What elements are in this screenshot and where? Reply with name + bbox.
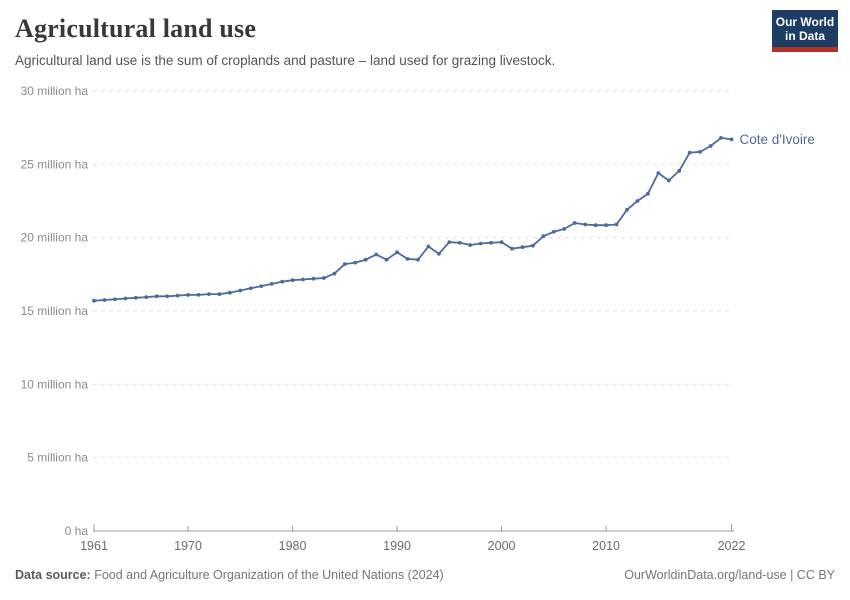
data-point bbox=[593, 223, 598, 228]
owid-logo-line2: in Data bbox=[784, 29, 825, 43]
data-point bbox=[186, 293, 191, 297]
data-point bbox=[384, 257, 389, 262]
data-point bbox=[562, 227, 567, 231]
y-axis-tick-label: 5 million ha bbox=[27, 451, 88, 465]
data-point bbox=[133, 295, 138, 300]
data-point bbox=[541, 234, 546, 239]
data-point bbox=[113, 297, 117, 302]
data-point bbox=[520, 245, 525, 250]
data-point bbox=[437, 251, 441, 256]
data-point bbox=[635, 199, 640, 203]
y-axis-tick-label: 30 million ha bbox=[21, 84, 89, 98]
data-point bbox=[196, 293, 201, 297]
data-point bbox=[698, 150, 702, 154]
data-point bbox=[604, 223, 608, 228]
data-point bbox=[123, 296, 128, 301]
x-axis-tick-label: 1961 bbox=[80, 539, 108, 553]
x-axis-tick-label: 1990 bbox=[383, 539, 411, 553]
data-source-label: Data source: bbox=[15, 568, 91, 582]
data-point bbox=[572, 221, 577, 225]
data-point bbox=[447, 240, 452, 245]
y-axis-tick-label: 0 ha bbox=[65, 524, 89, 538]
data-point bbox=[729, 137, 734, 142]
data-point bbox=[614, 222, 619, 227]
data-point bbox=[468, 243, 473, 247]
data-point bbox=[301, 277, 305, 282]
y-axis-tick-label: 25 million ha bbox=[21, 157, 89, 171]
data-point bbox=[144, 295, 149, 299]
data-point bbox=[374, 252, 379, 257]
owid-logo-red-strip bbox=[772, 47, 838, 52]
y-axis-tick-label: 10 million ha bbox=[21, 377, 89, 391]
data-point bbox=[719, 136, 723, 140]
x-axis-tick-label: 2000 bbox=[488, 539, 516, 553]
owid-logo[interactable]: Our World in Data bbox=[772, 10, 838, 52]
data-point bbox=[625, 207, 629, 212]
data-point bbox=[687, 150, 692, 155]
data-point bbox=[510, 246, 514, 251]
data-point bbox=[238, 288, 243, 293]
data-series-line[interactable] bbox=[93, 137, 733, 302]
chart-subtitle: Agricultural land use is the sum of crop… bbox=[15, 53, 556, 68]
data-point bbox=[353, 260, 358, 265]
data-point bbox=[646, 191, 650, 196]
data-point bbox=[395, 250, 399, 255]
data-point bbox=[677, 169, 682, 173]
data-point bbox=[531, 243, 535, 248]
data-point bbox=[342, 262, 347, 266]
data-point bbox=[656, 171, 661, 176]
data-point bbox=[416, 257, 420, 262]
data-point bbox=[499, 240, 504, 245]
data-point bbox=[207, 292, 211, 296]
data-source-value: Food and Agriculture Organization of the… bbox=[90, 568, 444, 582]
data-point bbox=[489, 240, 493, 245]
data-point bbox=[583, 222, 588, 227]
x-axis-tick-label: 1980 bbox=[279, 539, 307, 553]
data-point bbox=[363, 257, 368, 262]
data-point bbox=[280, 279, 284, 284]
chart-footer: Data source: Food and Agriculture Organi… bbox=[15, 568, 835, 582]
data-point bbox=[311, 276, 316, 281]
data-point bbox=[478, 241, 483, 246]
data-source-note: Data source: Food and Agriculture Organi… bbox=[15, 568, 444, 582]
data-point bbox=[457, 240, 462, 245]
y-axis-tick-label: 15 million ha bbox=[21, 304, 89, 318]
data-point bbox=[708, 144, 713, 148]
owid-logo-line1: Our World bbox=[775, 15, 835, 29]
data-point bbox=[102, 298, 107, 302]
data-point bbox=[551, 229, 556, 234]
attribution-note[interactable]: OurWorldinData.org/land-use | CC BY bbox=[624, 568, 835, 582]
data-point bbox=[165, 294, 170, 299]
data-point bbox=[269, 282, 274, 286]
data-point bbox=[154, 294, 159, 299]
x-axis-tick-label: 2022 bbox=[718, 539, 746, 553]
data-point bbox=[175, 293, 180, 298]
data-point bbox=[322, 276, 326, 280]
data-point bbox=[426, 244, 431, 249]
data-point bbox=[217, 292, 222, 296]
data-point bbox=[332, 271, 337, 276]
data-point bbox=[92, 298, 96, 303]
data-point bbox=[405, 257, 410, 261]
page-title: Agricultural land use bbox=[15, 14, 257, 43]
series-entity-label[interactable]: Cote d'Ivoire bbox=[740, 132, 815, 147]
x-axis-tick-label: 2010 bbox=[592, 539, 620, 553]
data-point bbox=[666, 178, 671, 183]
x-axis-tick-label: 1970 bbox=[174, 539, 202, 553]
owid-logo-text: Our World in Data bbox=[772, 10, 838, 47]
data-point bbox=[259, 284, 264, 288]
data-point bbox=[228, 290, 232, 295]
data-point bbox=[290, 278, 295, 283]
y-axis-tick-label: 20 million ha bbox=[21, 231, 89, 245]
data-point bbox=[248, 286, 253, 291]
